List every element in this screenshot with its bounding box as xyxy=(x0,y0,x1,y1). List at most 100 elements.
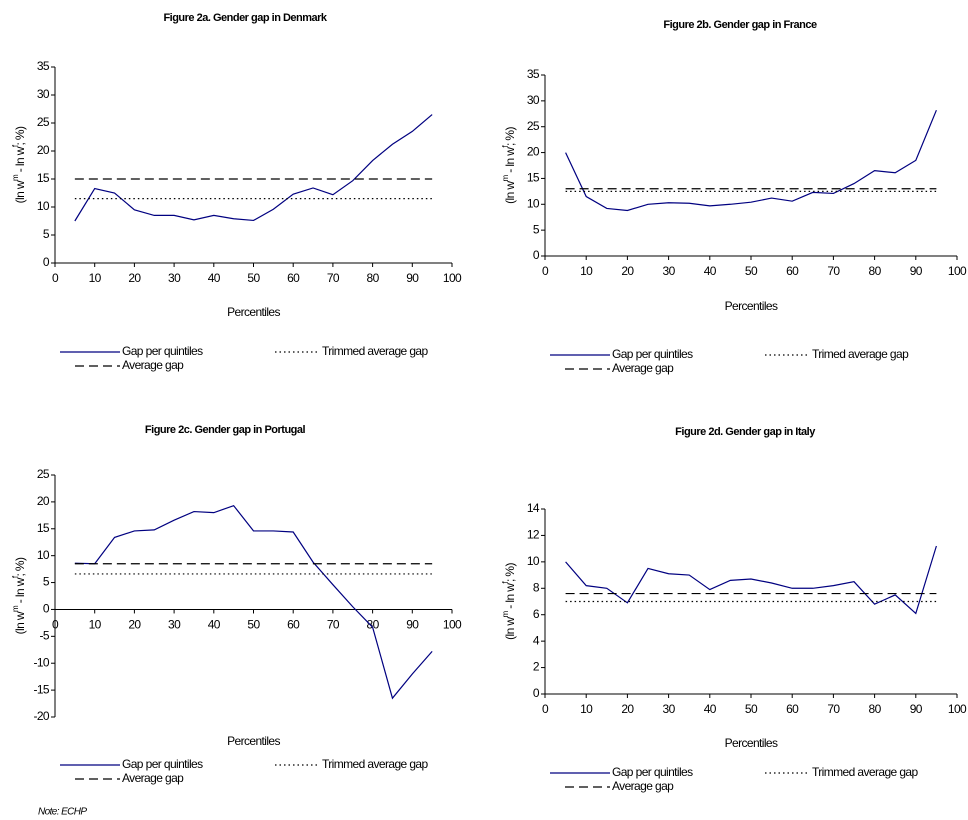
x-tick-label: 80 xyxy=(367,618,380,632)
y-tick-label: 15 xyxy=(37,521,50,535)
y-axis-label-part: (ln w xyxy=(13,611,27,634)
legend-label: Gap per quintiles xyxy=(122,344,203,358)
y-tick-label: 6 xyxy=(533,607,540,621)
x-tick-label: 0 xyxy=(542,702,549,716)
x-tick-label: 0 xyxy=(52,618,59,632)
x-tick-label: 10 xyxy=(89,618,102,632)
y-tick-label: 0 xyxy=(43,602,50,616)
x-tick-label: 50 xyxy=(745,264,758,278)
y-tick-label: 5 xyxy=(43,575,50,589)
series-line xyxy=(74,114,433,222)
x-tick-label: 30 xyxy=(168,618,181,632)
x-tick-label: 70 xyxy=(827,702,840,716)
series-line xyxy=(565,545,937,615)
y-axis-label-part: (ln w xyxy=(503,181,517,204)
x-tick-label: 70 xyxy=(327,271,340,285)
x-tick-label: 20 xyxy=(128,618,141,632)
legend-label: Gap per quintiles xyxy=(612,347,693,361)
x-tick-label: 100 xyxy=(948,702,967,716)
chart-title: Figure 2b. Gender gap in France xyxy=(663,19,817,31)
legend-label: Average gap xyxy=(122,358,184,372)
x-tick-label: 80 xyxy=(869,264,882,278)
x-tick-label: 70 xyxy=(827,264,840,278)
y-axis-label-part: f xyxy=(11,575,20,578)
x-tick-label: 60 xyxy=(287,618,300,632)
x-axis-label: Percentiles xyxy=(227,305,280,319)
y-axis-label-part: m xyxy=(11,605,20,612)
x-tick-label: 60 xyxy=(786,264,799,278)
x-tick-label: 20 xyxy=(621,702,634,716)
y-axis-label-part: f xyxy=(11,144,20,147)
x-axis-label: Percentiles xyxy=(725,299,778,313)
x-tick-label: 90 xyxy=(406,618,419,632)
y-axis-label-part: f xyxy=(501,145,510,148)
y-axis-label-part: ; %) xyxy=(503,127,517,147)
series-line xyxy=(74,504,433,700)
y-axis-label: (ln wm - ln wf; %) xyxy=(501,127,517,204)
x-tick-label: 100 xyxy=(443,271,462,285)
chart-panel: Figure 2c. Gender gap in Portugal -20 -15 -… xyxy=(11,424,463,785)
x-tick-label: 30 xyxy=(168,271,181,285)
x-tick-label: 60 xyxy=(287,271,300,285)
y-axis-label-part: - ln w xyxy=(13,146,27,175)
legend-label: Trimmed average gap xyxy=(812,765,918,779)
legend-label: Average gap xyxy=(612,361,674,375)
x-tick-label: 40 xyxy=(208,618,221,632)
y-tick-label: -5 xyxy=(40,629,50,643)
y-tick-label: 15 xyxy=(527,171,540,185)
chart-panel: Figure 2b. Gender gap in France 0 5 10 15 20 2… xyxy=(501,19,968,375)
x-tick-label: 70 xyxy=(327,618,340,632)
x-tick-label: 0 xyxy=(52,271,59,285)
y-axis-label-part: m xyxy=(11,174,20,181)
legend-label: Trimmed average gap xyxy=(322,344,428,358)
y-axis-label-part: - ln w xyxy=(503,147,517,176)
legend-label: Gap per quintiles xyxy=(612,765,693,779)
chart-panel: Figure 2a. Gender gap in Denmark 0 5 10 15 20… xyxy=(11,12,463,372)
x-tick-label: 80 xyxy=(869,702,882,716)
y-tick-label: 2 xyxy=(533,660,540,674)
y-tick-label: -10 xyxy=(33,655,49,669)
y-tick-label: 0 xyxy=(533,248,540,262)
x-tick-label: 0 xyxy=(542,264,549,278)
chart-title: Figure 2c. Gender gap in Portugal xyxy=(145,424,306,436)
legend-label: Trimmed average gap xyxy=(322,757,428,771)
legend-label: Trimed average gap xyxy=(812,347,909,361)
chart-title: Figure 2a. Gender gap in Denmark xyxy=(163,12,327,24)
x-tick-label: 40 xyxy=(704,264,717,278)
x-axis-label: Percentiles xyxy=(725,736,778,750)
x-tick-label: 100 xyxy=(948,264,967,278)
y-axis-label: (ln wm - ln wf; %) xyxy=(501,563,517,640)
x-tick-label: 100 xyxy=(443,618,462,632)
x-tick-label: 90 xyxy=(910,264,923,278)
y-tick-label: 35 xyxy=(527,67,540,81)
x-tick-label: 20 xyxy=(621,264,634,278)
x-axis-label: Percentiles xyxy=(227,734,280,748)
y-axis-label-part: (ln w xyxy=(503,617,517,640)
y-tick-label: 30 xyxy=(37,87,50,101)
x-tick-label: 40 xyxy=(704,702,717,716)
y-tick-label: 10 xyxy=(527,196,540,210)
x-tick-label: 30 xyxy=(663,264,676,278)
y-tick-label: 20 xyxy=(527,145,540,159)
x-tick-label: 20 xyxy=(128,271,141,285)
x-tick-label: 40 xyxy=(208,271,221,285)
x-tick-label: 90 xyxy=(910,702,923,716)
y-tick-label: 25 xyxy=(527,119,540,133)
y-tick-label: -20 xyxy=(33,709,49,723)
x-tick-label: 10 xyxy=(580,702,593,716)
x-tick-label: 50 xyxy=(247,618,260,632)
y-axis-label-part: - ln w xyxy=(503,583,517,612)
y-axis-label-part: m xyxy=(501,175,510,182)
x-tick-label: 80 xyxy=(367,271,380,285)
y-tick-label: 10 xyxy=(37,199,50,213)
y-tick-label: 20 xyxy=(37,494,50,508)
legend-label: Average gap xyxy=(122,771,184,785)
y-tick-label: 20 xyxy=(37,143,50,157)
y-tick-label: 15 xyxy=(37,171,50,185)
y-axis-label-part: f xyxy=(501,581,510,584)
y-tick-label: -15 xyxy=(33,682,49,696)
x-tick-label: 10 xyxy=(89,271,102,285)
y-tick-label: 8 xyxy=(533,580,540,594)
y-axis-label-part: - ln w xyxy=(13,577,27,606)
x-tick-label: 50 xyxy=(745,702,758,716)
